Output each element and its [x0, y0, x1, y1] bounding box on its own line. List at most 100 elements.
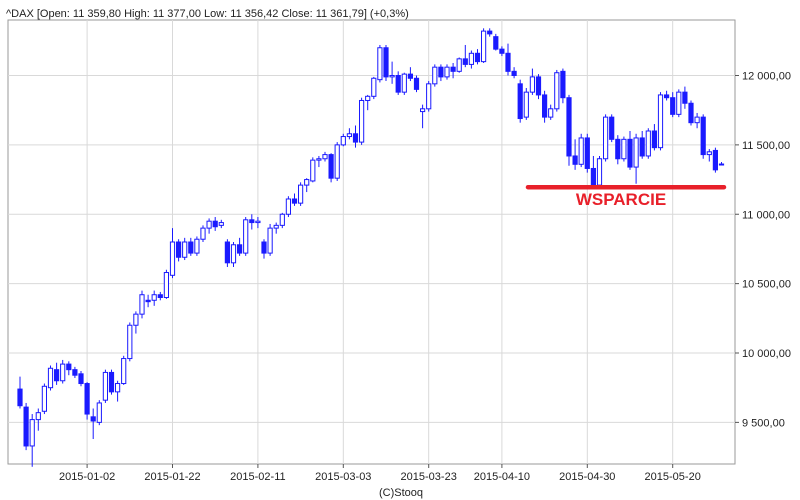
- candle: [554, 69, 560, 112]
- candle: [365, 94, 371, 111]
- x-tick-label: 2015-01-02: [59, 471, 115, 483]
- candle-body-up: [255, 220, 261, 224]
- candle-body-down: [224, 241, 231, 264]
- candle-body-up: [102, 371, 109, 401]
- candle-body-up: [200, 227, 206, 240]
- candle-body-up: [645, 130, 651, 157]
- candle-body-down: [505, 52, 511, 72]
- candle-body-down: [54, 369, 60, 382]
- x-axis: 2015-01-02 2015-01-22 2015-02-11 2015-03-03…: [59, 464, 701, 483]
- candle-body-down: [627, 138, 633, 168]
- candle: [481, 28, 487, 64]
- x-tick-label: 2015-01-22: [144, 471, 200, 483]
- candle: [462, 44, 468, 68]
- candle: [310, 157, 316, 183]
- candle: [468, 50, 474, 69]
- candle-body-up: [151, 294, 157, 301]
- candle-body-down: [249, 219, 255, 224]
- candle: [572, 139, 578, 170]
- candle: [474, 49, 481, 65]
- candle-body-up: [420, 108, 426, 113]
- candle-body-up: [169, 241, 176, 276]
- x-tick-label: 2015-05-20: [645, 471, 701, 483]
- candle: [712, 147, 718, 173]
- candle: [377, 44, 383, 83]
- candle-body-up: [218, 222, 224, 226]
- candle: [639, 131, 645, 159]
- candle-body-up: [96, 402, 102, 423]
- candle-body-up: [298, 184, 304, 204]
- candle-body-up: [554, 72, 560, 110]
- candle-body-up: [285, 198, 291, 215]
- candle: [115, 380, 121, 402]
- candle-body-up: [468, 52, 474, 65]
- candle: [548, 104, 554, 120]
- candle-body-down: [700, 116, 706, 156]
- candle: [700, 114, 706, 159]
- candle-body-down: [511, 70, 517, 77]
- candle-body-down: [712, 149, 718, 171]
- candle: [139, 290, 145, 319]
- candle-body-up: [230, 244, 237, 264]
- candle: [163, 269, 170, 299]
- candle-body-up: [60, 363, 66, 382]
- credit-label: (C)Stooq: [379, 487, 423, 499]
- candle: [664, 90, 670, 101]
- candle-body-up: [694, 116, 700, 124]
- candle: [194, 236, 200, 256]
- candle: [426, 81, 432, 112]
- candle-body-down: [108, 371, 115, 393]
- candle: [456, 57, 462, 73]
- candle-body-up: [29, 419, 35, 447]
- candle: [176, 239, 182, 262]
- candle-body-down: [462, 58, 468, 65]
- candle: [621, 136, 627, 162]
- candle: [542, 90, 548, 123]
- candle: [395, 71, 401, 95]
- candle: [249, 214, 255, 230]
- candle: [371, 76, 377, 100]
- candle: [682, 86, 688, 109]
- candle: [407, 67, 413, 82]
- support-label: WSPARCIE: [576, 190, 666, 209]
- candle-body-down: [261, 241, 267, 254]
- candle: [346, 128, 352, 140]
- candle: [511, 67, 517, 79]
- y-tick-label: 11 500,00: [742, 140, 790, 152]
- candle-body-down: [664, 94, 670, 99]
- candle: [688, 100, 694, 126]
- candle: [633, 133, 639, 184]
- candle: [304, 178, 310, 193]
- quote-header: ^DAX [Open: 11 359,80 High: 11 377,00 Lo…: [6, 8, 409, 20]
- candle: [316, 155, 322, 168]
- candle: [84, 382, 90, 420]
- candle: [609, 114, 615, 143]
- candle: [41, 383, 47, 415]
- y-tick-label: 10 500,00: [742, 279, 791, 291]
- candle-body-up: [401, 73, 407, 93]
- candle-body-down: [157, 294, 163, 299]
- candle: [273, 222, 279, 234]
- candle-body-down: [212, 220, 218, 228]
- x-tick-label: 2015-04-30: [559, 471, 615, 483]
- candle-body-up: [322, 154, 328, 160]
- candle-body-up: [456, 58, 462, 72]
- candle: [560, 68, 566, 104]
- candle: [17, 376, 23, 409]
- candle: [523, 87, 529, 120]
- candle-body-down: [78, 373, 84, 385]
- candle: [127, 322, 133, 362]
- candles: [17, 28, 725, 467]
- candle-body-up: [529, 76, 535, 93]
- candle-body-up: [115, 383, 121, 393]
- candle-body-down: [651, 130, 657, 149]
- candle-body-up: [243, 219, 249, 254]
- y-axis: 9 500,00 10 000,00 10 500,00 11 000,00 11 50…: [735, 71, 791, 429]
- candle-body-down: [237, 244, 243, 254]
- y-tick-label: 10 000,00: [742, 348, 791, 360]
- candle-body-down: [72, 369, 78, 376]
- candle-body-down: [145, 299, 151, 303]
- candle: [121, 355, 127, 385]
- candle: [72, 366, 78, 378]
